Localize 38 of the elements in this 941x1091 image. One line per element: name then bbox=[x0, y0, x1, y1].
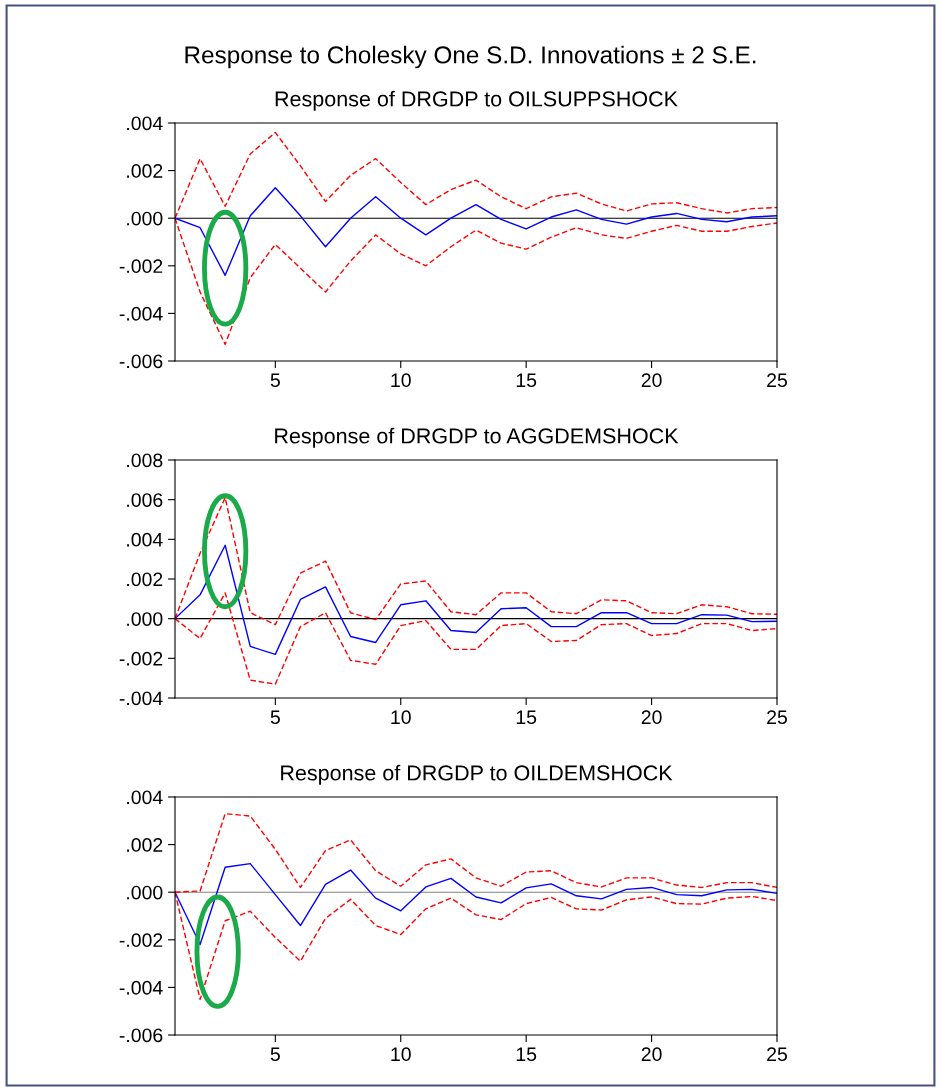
y-tick-label: -.002 bbox=[119, 259, 163, 274]
x-tick-label: 25 bbox=[767, 710, 787, 725]
y-tick-label: .008 bbox=[127, 453, 163, 468]
chart-title: Response to Cholesky One S.D. Innovations ± 2 S.E. bbox=[185, 45, 756, 69]
y-tick-label: .006 bbox=[127, 493, 163, 507]
x-tick-label: 10 bbox=[391, 373, 411, 388]
x-tick-label: 5 bbox=[270, 1047, 280, 1062]
y-tick-label: .004 bbox=[127, 532, 163, 547]
chart-subtitle: Response of DRGDP to OILSUPPSHOCK bbox=[275, 90, 678, 111]
y-tick-label: .004 bbox=[127, 116, 163, 131]
x-tick-label: 5 bbox=[270, 373, 280, 388]
y-tick-label: -.006 bbox=[119, 354, 163, 369]
x-tick-label: 20 bbox=[641, 710, 662, 725]
y-tick-label: .002 bbox=[127, 164, 163, 178]
x-tick-label: 10 bbox=[391, 1047, 411, 1062]
y-tick-label: .004 bbox=[127, 790, 163, 805]
x-tick-label: 25 bbox=[767, 373, 787, 388]
x-tick-label: 20 bbox=[641, 1047, 662, 1062]
y-tick-label: -.002 bbox=[119, 933, 163, 948]
y-tick-label: -.004 bbox=[119, 691, 163, 706]
y-tick-label: .002 bbox=[127, 838, 163, 852]
y-tick-label: -.002 bbox=[119, 651, 163, 666]
y-tick-label: .000 bbox=[127, 612, 163, 626]
y-tick-label: -.004 bbox=[119, 980, 163, 995]
chart-title: Response of DRGDP to AGGDEMSHOCK bbox=[275, 427, 679, 448]
y-tick-label: -.004 bbox=[119, 306, 163, 321]
x-tick-label: 15 bbox=[516, 1047, 537, 1062]
y-tick-label: .000 bbox=[127, 885, 163, 900]
x-tick-label: 15 bbox=[516, 373, 537, 388]
x-tick-label: 15 bbox=[516, 710, 537, 725]
x-tick-label: 20 bbox=[641, 373, 662, 388]
chart-title: Response of DRGDP to OILDEMSHOCK bbox=[281, 764, 673, 785]
y-tick-label: -.006 bbox=[119, 1028, 163, 1043]
x-tick-label: 10 bbox=[391, 710, 411, 725]
x-tick-label: 25 bbox=[767, 1047, 787, 1062]
y-tick-label: .000 bbox=[127, 211, 163, 226]
y-tick-label: .002 bbox=[127, 572, 163, 587]
x-tick-label: 5 bbox=[270, 710, 280, 725]
